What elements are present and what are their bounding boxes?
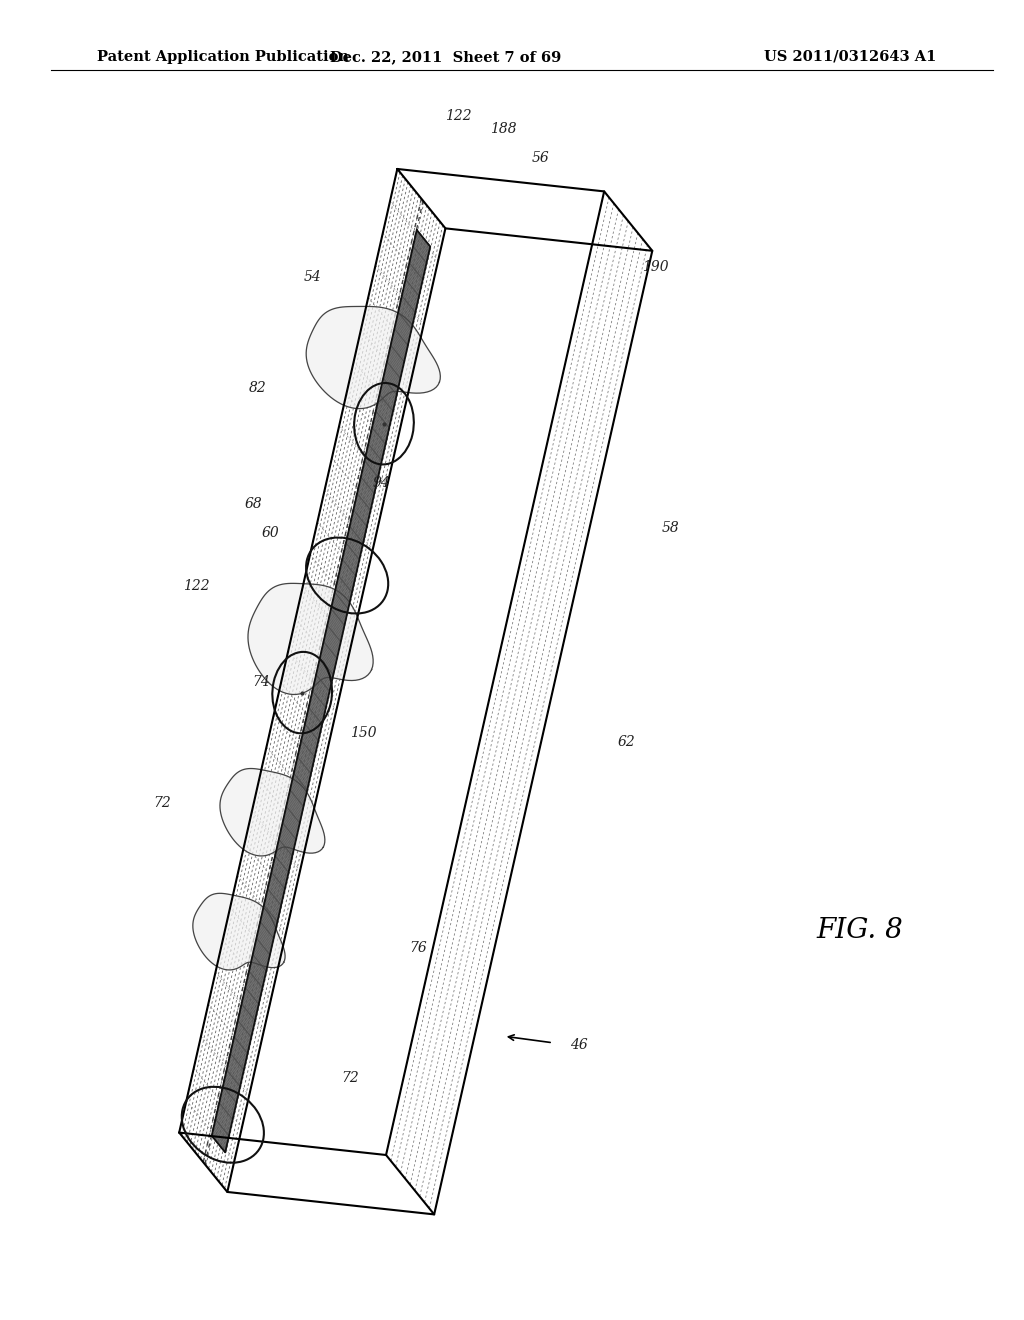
Polygon shape	[220, 768, 325, 855]
Text: 54: 54	[303, 271, 322, 284]
Text: 122: 122	[183, 579, 210, 593]
Text: 74: 74	[252, 676, 270, 689]
Polygon shape	[248, 583, 373, 694]
Text: 76: 76	[409, 941, 427, 954]
Text: 62: 62	[617, 735, 636, 748]
Polygon shape	[306, 306, 440, 409]
Text: Dec. 22, 2011  Sheet 7 of 69: Dec. 22, 2011 Sheet 7 of 69	[330, 50, 561, 63]
Text: 72: 72	[341, 1072, 359, 1085]
Text: 122: 122	[445, 110, 472, 123]
Text: 56: 56	[531, 152, 550, 165]
Text: Patent Application Publication: Patent Application Publication	[97, 50, 349, 63]
Text: FIG. 8: FIG. 8	[817, 917, 903, 944]
Text: 68: 68	[245, 498, 263, 511]
Text: 150: 150	[350, 726, 377, 739]
Text: 58: 58	[662, 521, 680, 535]
Text: 60: 60	[261, 527, 280, 540]
Text: 94: 94	[372, 477, 390, 490]
Text: US 2011/0312643 A1: US 2011/0312643 A1	[764, 50, 936, 63]
Polygon shape	[193, 894, 285, 970]
Text: 190: 190	[642, 260, 669, 273]
Text: 188: 188	[490, 123, 517, 136]
Text: 46: 46	[569, 1039, 588, 1052]
Text: 72: 72	[153, 796, 171, 809]
Text: 82: 82	[249, 381, 267, 395]
